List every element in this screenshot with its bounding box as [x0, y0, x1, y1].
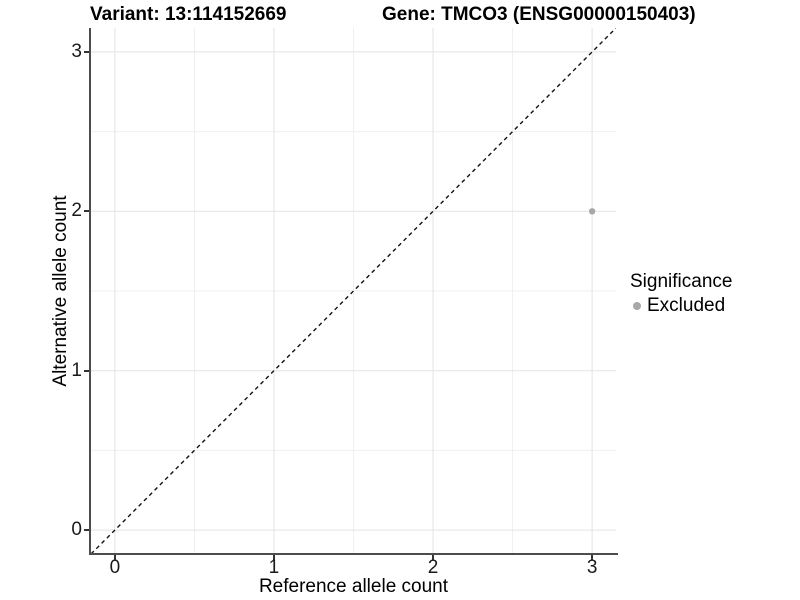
legend-item-excluded: Excluded — [633, 295, 732, 317]
x-tick-mark — [591, 555, 594, 560]
x-tick-label-1: 1 — [268, 557, 280, 578]
plot-canvas — [91, 28, 616, 554]
y-tick-label-1: 1 — [71, 359, 82, 381]
x-tick-mark — [113, 555, 116, 560]
x-tick-mark — [432, 555, 435, 560]
legend-title: Significance — [630, 271, 733, 292]
x-tick-label-0: 0 — [109, 557, 121, 578]
y-axis-line — [89, 28, 91, 555]
y-tick-label-3: 3 — [71, 40, 82, 62]
y-tick-mark — [84, 210, 89, 213]
x-tick-mark — [272, 555, 275, 560]
y-tick-label-2: 2 — [71, 200, 82, 222]
y-tick-label-0: 0 — [71, 519, 82, 541]
y-tick-mark — [84, 529, 89, 532]
plot-title-gene: Gene: TMCO3 (ENSG00000150403) — [382, 4, 696, 25]
data-point — [588, 208, 596, 215]
plot-title-variant: Variant: 13:114152669 — [90, 4, 287, 25]
y-tick-mark — [84, 369, 89, 372]
x-tick-label-2: 2 — [427, 557, 439, 578]
y-axis-title: Alternative allele count — [50, 195, 71, 387]
legend-key-dot — [633, 302, 641, 310]
legend: Significance Excluded — [630, 271, 732, 317]
x-axis-line — [89, 553, 618, 555]
x-axis-title: Reference allele count — [258, 576, 449, 597]
identity-dashed-line — [91, 28, 616, 554]
y-tick-mark — [84, 50, 89, 53]
x-tick-label-3: 3 — [586, 557, 598, 578]
legend-item-label: Excluded — [647, 295, 726, 316]
plot-panel — [91, 28, 616, 554]
